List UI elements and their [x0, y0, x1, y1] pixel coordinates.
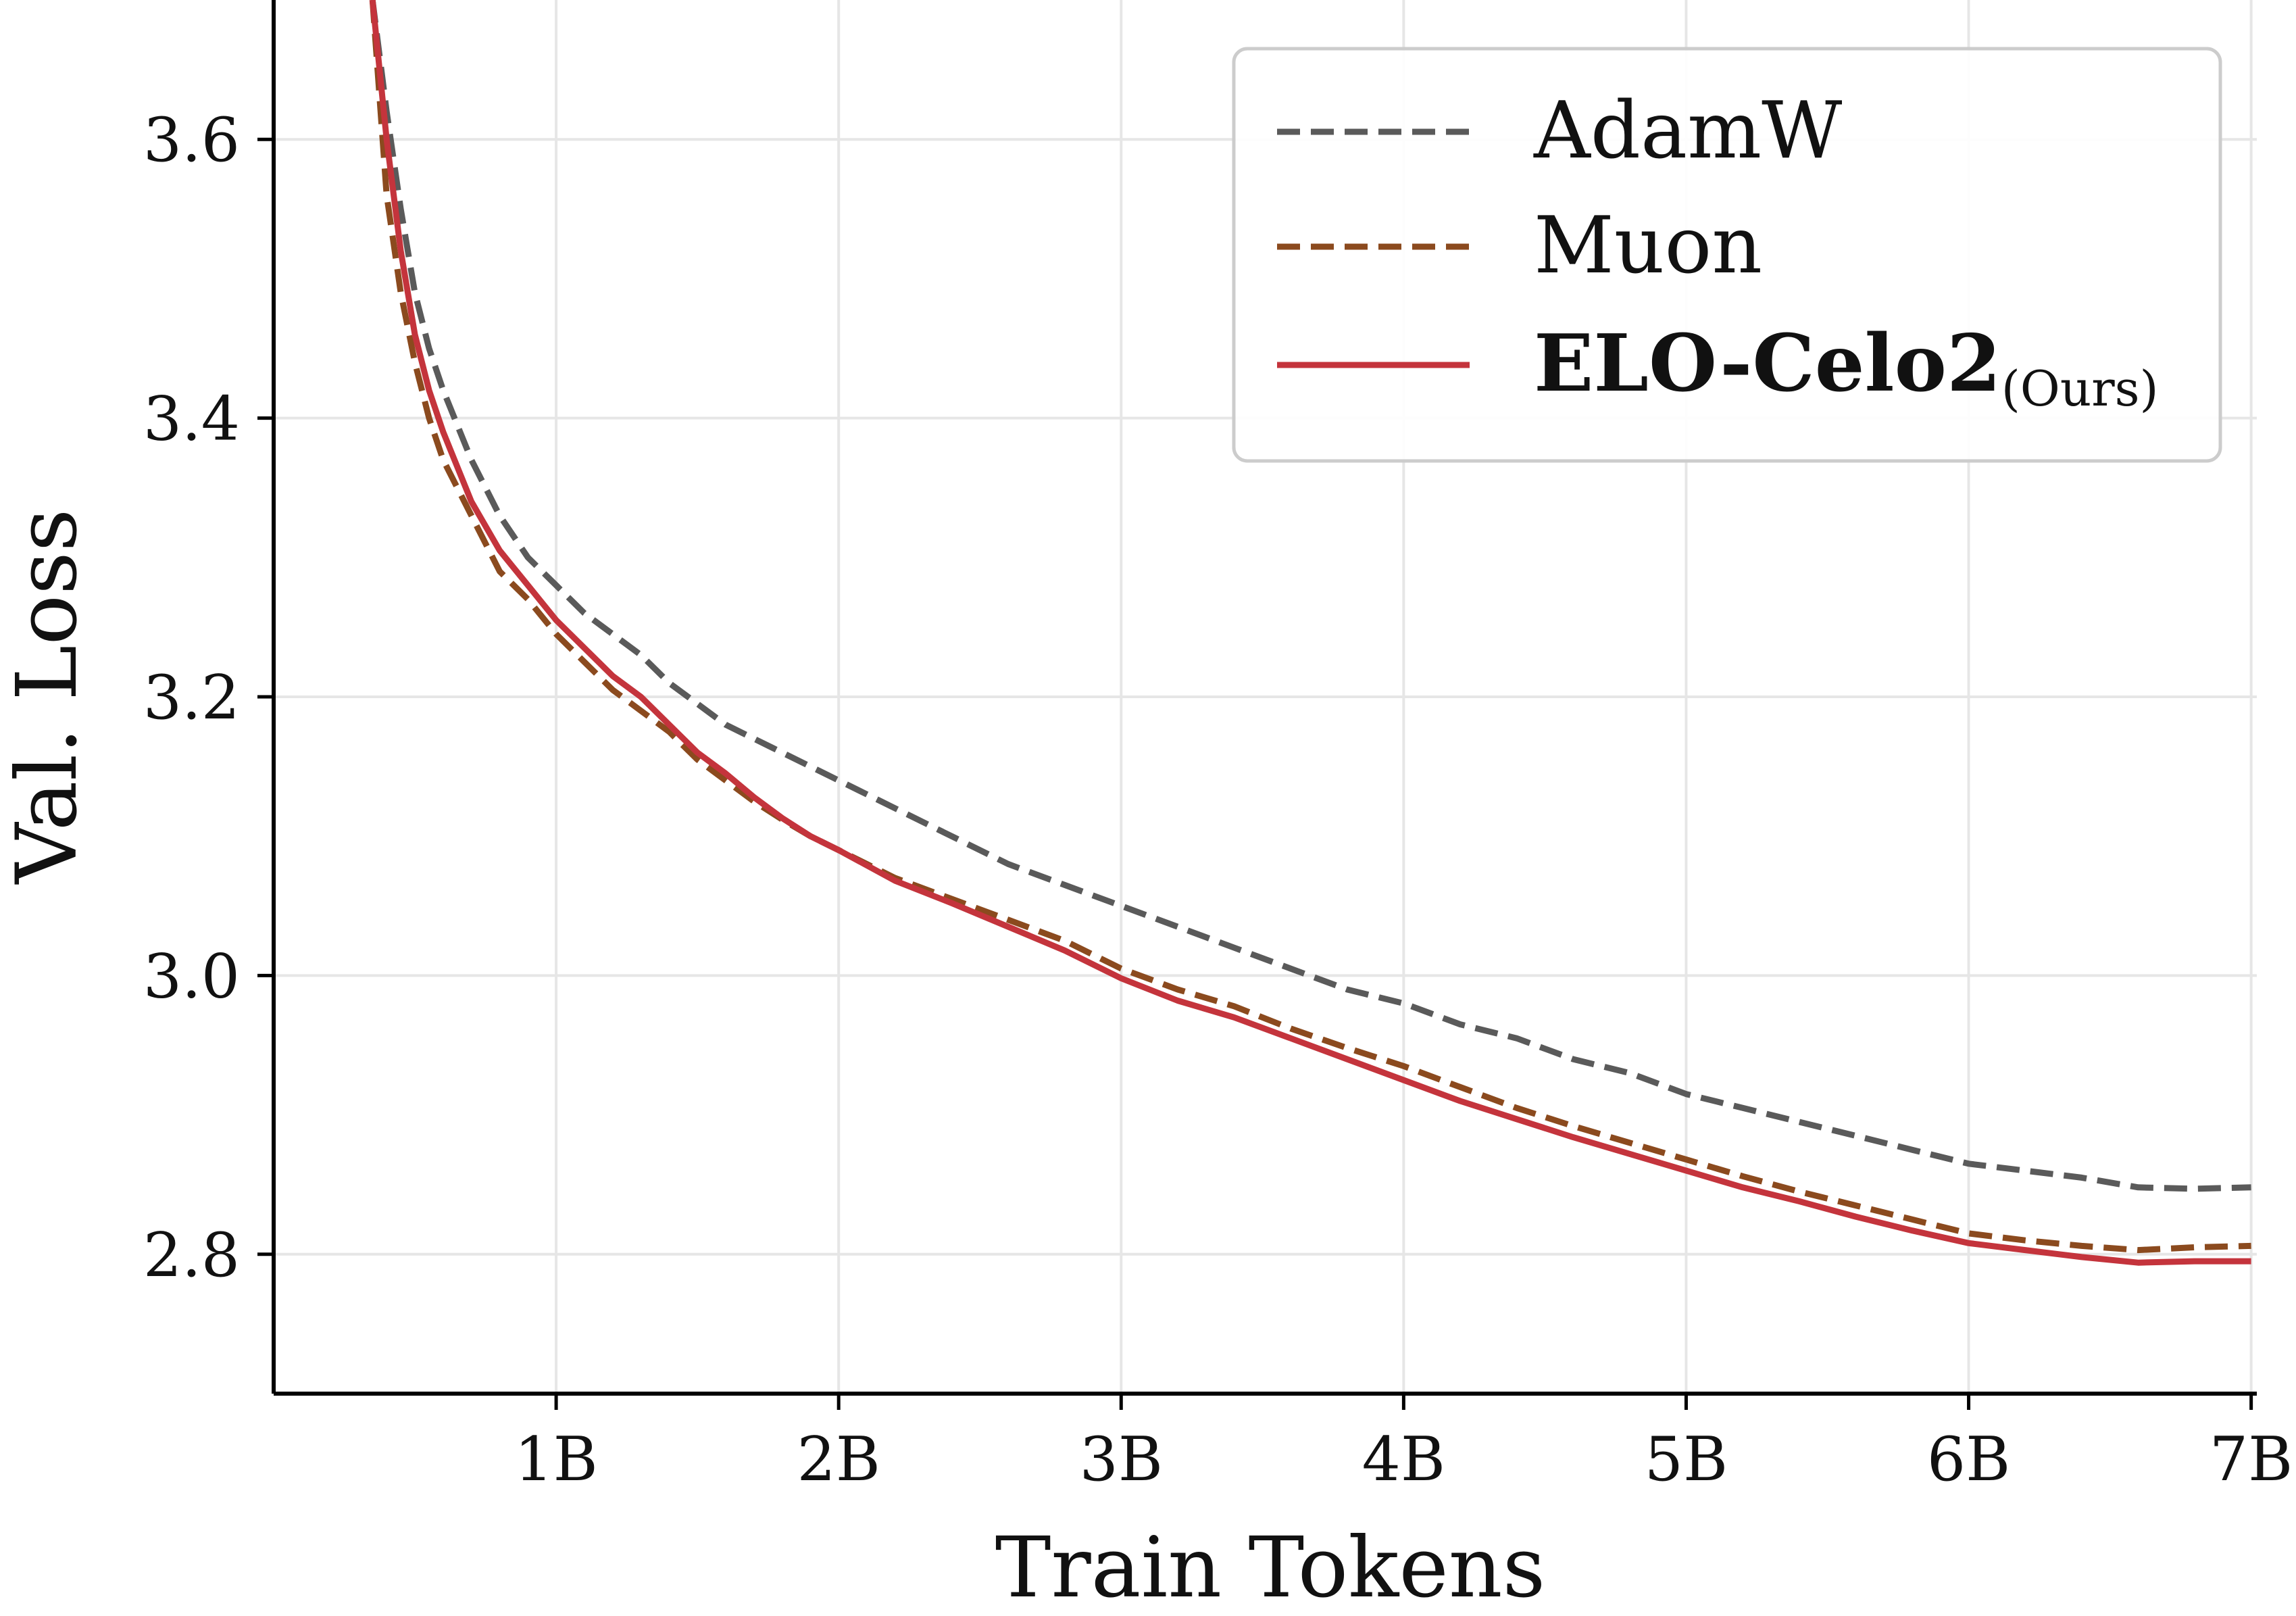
legend-label: AdamW	[1533, 85, 1842, 176]
x-tick-label: 3B	[1080, 1424, 1163, 1495]
legend-label: ELO-Celo2(Ours)	[1534, 318, 2159, 417]
series-lines	[369, 0, 2251, 1266]
legend-label: Muon	[1534, 200, 1762, 291]
x-tick-label: 7B	[2210, 1424, 2293, 1495]
y-tick-label: 2.8	[143, 1220, 240, 1291]
legend-box	[1232, 47, 2222, 463]
y-tick-label: 3.6	[143, 105, 240, 176]
legend: AdamW Muon ELO-Celo2(Ours)	[1232, 47, 2222, 463]
y-axis-title: Val. Loss	[0, 509, 96, 885]
axis-ticks: 1B 2B 3B 4B 5B 6B 7B 2.8 3.0 3.2 3.4 3.6	[143, 105, 2293, 1495]
x-tick-label: 2B	[797, 1424, 880, 1495]
y-tick-label: 3.0	[143, 941, 240, 1012]
x-tick-label: 4B	[1362, 1424, 1445, 1495]
legend-entries: AdamW Muon ELO-Celo2(Ours)	[1277, 85, 2159, 417]
series-line-adamw	[369, 0, 2251, 1192]
x-tick-label: 5B	[1645, 1424, 1728, 1495]
series-line-elo-celo2	[369, 0, 2251, 1266]
x-tick-label: 6B	[1927, 1424, 2010, 1495]
series-line-muon	[369, 0, 2251, 1254]
x-axis-title: Train Tokens	[995, 1519, 1546, 1616]
x-tick-label: 1B	[514, 1424, 597, 1495]
y-tick-label: 3.2	[143, 662, 240, 733]
y-tick-label: 3.4	[143, 384, 240, 455]
